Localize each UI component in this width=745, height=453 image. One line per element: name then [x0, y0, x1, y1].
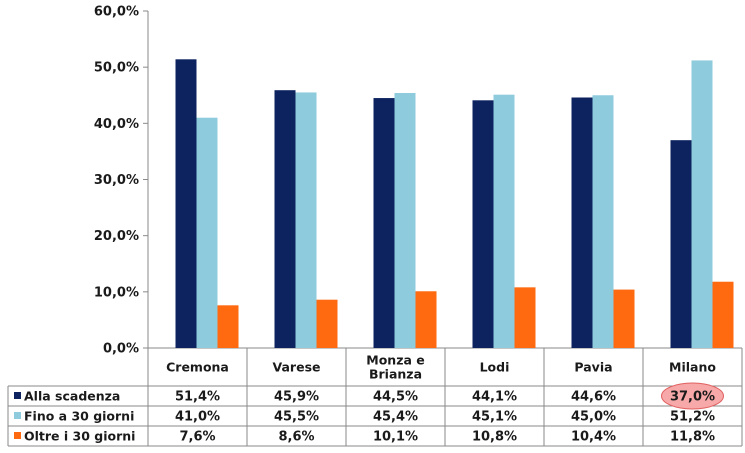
table-cell-value: 8,6% — [278, 430, 314, 445]
category-label: Cremona — [166, 360, 229, 375]
y-tick-label: 60,0% — [94, 5, 139, 20]
table-cell-value: 45,1% — [472, 410, 517, 425]
y-tick-label: 30,0% — [94, 173, 139, 188]
bar-fino-a-30-giorni-cremona — [196, 117, 218, 348]
legend-label: Oltre i 30 giorni — [24, 429, 135, 444]
table-cell-value: 41,0% — [175, 410, 220, 425]
labels-layer: Cremona 51,4% 41,0% 7,6% Varese 45,9% 45,5% 8,6… — [14, 353, 716, 445]
table-cell-value: 45,5% — [274, 410, 319, 425]
legend-swatch — [14, 432, 21, 439]
y-axis: 0,0% 10,0% 20,0% 30,0% 40,0% 50,0% 60,0% — [94, 5, 149, 357]
category-label: Varese — [273, 360, 321, 375]
table-cell-value: 10,1% — [373, 430, 418, 445]
bar-oltre-i-30-giorni-monza-e-brianza — [415, 291, 437, 348]
table-cell-value: 44,5% — [373, 390, 418, 405]
y-tick-label: 50,0% — [94, 61, 139, 76]
legend-label: Alla scadenza — [24, 389, 120, 404]
legend-swatch — [14, 392, 21, 399]
bar-alla-scadenza-pavia — [571, 97, 593, 348]
y-tick-label: 40,0% — [94, 117, 139, 132]
legend-label: Fino a 30 giorni — [24, 409, 134, 424]
bar-oltre-i-30-giorni-lodi — [514, 287, 536, 348]
category-label: Pavia — [574, 360, 612, 375]
data-table-grid — [7, 347, 743, 447]
highlight-marker — [661, 382, 724, 410]
bar-alla-scadenza-cremona — [175, 59, 197, 348]
table-cell-value: 44,1% — [472, 390, 517, 405]
bar-alla-scadenza-lodi — [472, 100, 494, 349]
bar-oltre-i-30-giorni-varese — [316, 299, 338, 348]
table-cell-value: 37,0% — [670, 390, 715, 405]
y-tick-label: 10,0% — [94, 285, 139, 300]
y-tick-label: 0,0% — [103, 342, 139, 357]
table-cell-value: 7,6% — [179, 430, 215, 445]
bar-oltre-i-30-giorni-pavia — [613, 289, 635, 348]
table-cell-value: 51,4% — [175, 390, 220, 405]
category-label: Lodi — [480, 360, 510, 375]
table-cell-value: 45,4% — [373, 410, 418, 425]
bar-alla-scadenza-monza-e-brianza — [373, 98, 395, 348]
highlight-layer — [661, 382, 724, 410]
y-tick-label: 20,0% — [94, 229, 139, 244]
table-cell-value: 45,9% — [274, 390, 319, 405]
legend-swatch — [14, 412, 21, 419]
bar-fino-a-30-giorni-lodi — [493, 94, 515, 349]
table-cell-value: 10,8% — [472, 430, 517, 445]
table-cell-value: 11,8% — [670, 430, 715, 445]
category-label: Milano — [669, 360, 716, 375]
table-cell-value: 51,2% — [670, 410, 715, 425]
bar-alla-scadenza-varese — [274, 90, 296, 348]
table-cell-value: 44,6% — [571, 390, 616, 405]
category-label: Monza e Brianza — [366, 353, 424, 382]
bar-oltre-i-30-giorni-cremona — [217, 305, 239, 348]
bar-oltre-i-30-giorni-milano — [712, 281, 734, 348]
bar-fino-a-30-giorni-monza-e-brianza — [394, 93, 416, 349]
table-cell-value: 10,4% — [571, 430, 616, 445]
table-cell-value: 45,0% — [571, 410, 616, 425]
bar-fino-a-30-giorni-pavia — [592, 95, 614, 348]
bar-fino-a-30-giorni-varese — [295, 92, 317, 348]
bars-layer — [175, 59, 734, 349]
bar-fino-a-30-giorni-milano — [691, 60, 713, 348]
bar-alla-scadenza-milano — [670, 140, 692, 348]
